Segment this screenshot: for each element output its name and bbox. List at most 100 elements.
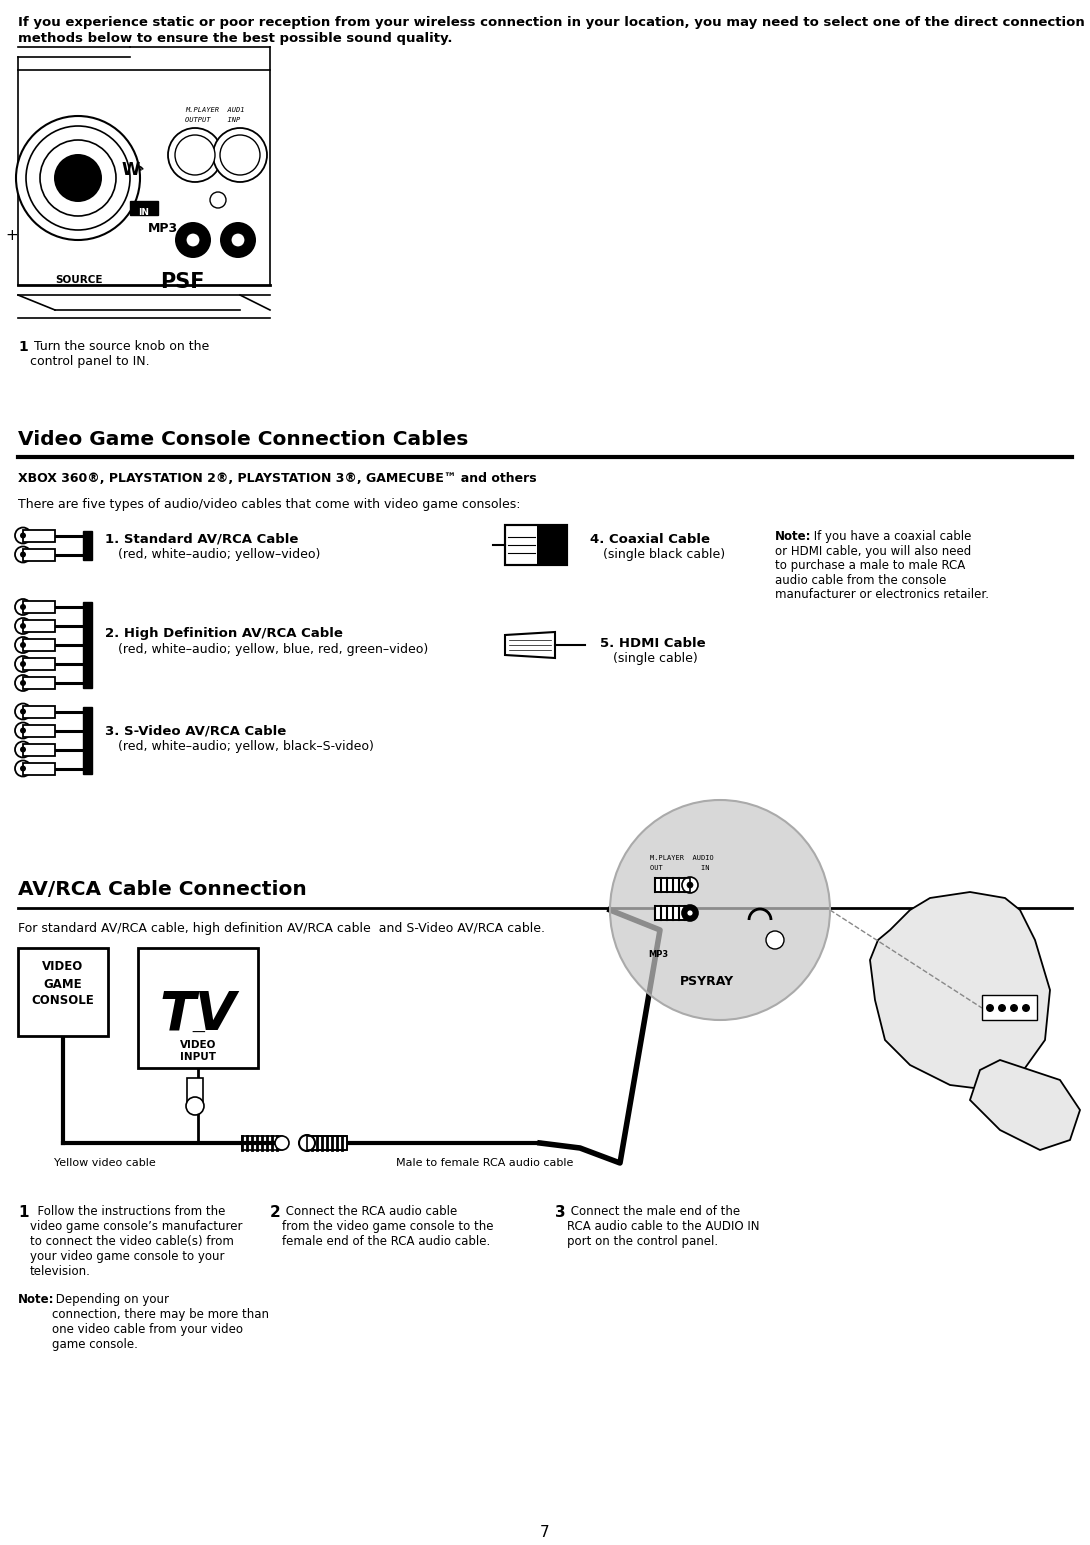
Text: Follow the instructions from the
video game console’s manufacturer
to connect th: Follow the instructions from the video g… xyxy=(31,1205,242,1278)
Bar xyxy=(655,878,690,891)
Circle shape xyxy=(15,657,31,672)
Circle shape xyxy=(231,233,245,247)
Circle shape xyxy=(15,742,31,757)
Circle shape xyxy=(186,233,199,247)
Bar xyxy=(23,677,54,689)
Circle shape xyxy=(26,127,130,230)
Bar xyxy=(23,601,54,613)
Bar xyxy=(23,640,54,650)
Bar xyxy=(138,949,258,1068)
Text: 3: 3 xyxy=(555,1205,566,1221)
Bar xyxy=(655,905,690,919)
Text: M.PLAYER  AUDIO: M.PLAYER AUDIO xyxy=(650,854,714,861)
Text: PSF: PSF xyxy=(160,272,205,292)
Circle shape xyxy=(15,675,31,691)
Text: TV: TV xyxy=(159,987,237,1040)
Circle shape xyxy=(15,760,31,777)
Text: Note:: Note: xyxy=(775,530,811,542)
Text: (single cable): (single cable) xyxy=(613,652,698,664)
Text: If you experience static or poor reception from your wireless connection in your: If you experience static or poor recepti… xyxy=(19,15,1085,29)
Text: 1. Standard AV/RCA Cable: 1. Standard AV/RCA Cable xyxy=(105,533,299,545)
Text: VIDEO
GAME
CONSOLE: VIDEO GAME CONSOLE xyxy=(32,961,95,1007)
Bar xyxy=(307,1136,347,1149)
Circle shape xyxy=(15,527,31,544)
Text: Depending on your
connection, there may be more than
one video cable from your v: Depending on your connection, there may … xyxy=(52,1293,269,1350)
Circle shape xyxy=(15,703,31,720)
Text: (red, white–audio; yellow, black–S-video): (red, white–audio; yellow, black–S-video… xyxy=(118,740,374,752)
Bar xyxy=(23,530,54,541)
Text: Note:: Note: xyxy=(19,1293,54,1306)
Text: M.PLAYER  AUD1: M.PLAYER AUD1 xyxy=(185,107,244,113)
Text: MP3: MP3 xyxy=(148,222,178,235)
Circle shape xyxy=(687,910,693,916)
Circle shape xyxy=(20,746,26,752)
Circle shape xyxy=(40,141,116,216)
Circle shape xyxy=(54,154,102,202)
Bar xyxy=(655,878,690,891)
Text: 1: 1 xyxy=(19,340,27,354)
Text: to purchase a male to male RCA: to purchase a male to male RCA xyxy=(775,559,966,572)
Bar xyxy=(23,725,54,737)
Text: For standard AV/RCA cable, high definition AV/RCA cable  and S-Video AV/RCA cabl: For standard AV/RCA cable, high definiti… xyxy=(19,922,545,935)
Text: audio cable from the console: audio cable from the console xyxy=(775,573,946,587)
Circle shape xyxy=(186,1097,204,1115)
Bar xyxy=(83,530,92,559)
Text: manufacturer or electronics retailer.: manufacturer or electronics retailer. xyxy=(775,589,989,601)
Text: VIDEO
INPUT: VIDEO INPUT xyxy=(180,1040,216,1061)
Polygon shape xyxy=(970,1060,1080,1149)
Text: XBOX 360®, PLAYSTATION 2®, PLAYSTATION 3®, GAMECUBE™ and others: XBOX 360®, PLAYSTATION 2®, PLAYSTATION 3… xyxy=(19,473,536,485)
Bar xyxy=(982,995,1037,1020)
Bar xyxy=(655,905,690,919)
Circle shape xyxy=(1010,1004,1018,1012)
Circle shape xyxy=(275,1136,289,1149)
Text: If you have a coaxial cable: If you have a coaxial cable xyxy=(810,530,971,542)
Circle shape xyxy=(20,604,26,610)
Circle shape xyxy=(20,623,26,629)
Text: Connect the male end of the
RCA audio cable to the AUDIO IN
port on the control : Connect the male end of the RCA audio ca… xyxy=(567,1205,760,1248)
Circle shape xyxy=(15,723,31,739)
Bar xyxy=(23,658,54,671)
Text: Connect the RCA audio cable
from the video game console to the
female end of the: Connect the RCA audio cable from the vid… xyxy=(282,1205,494,1248)
Circle shape xyxy=(20,709,26,714)
Text: IN: IN xyxy=(138,209,149,216)
Text: OUTPUT    INP: OUTPUT INP xyxy=(185,117,240,124)
Text: 2. High Definition AV/RCA Cable: 2. High Definition AV/RCA Cable xyxy=(105,627,343,640)
Circle shape xyxy=(15,547,31,562)
Text: (red, white–audio; yellow, blue, red, green–video): (red, white–audio; yellow, blue, red, gr… xyxy=(118,643,428,657)
Bar xyxy=(23,763,54,774)
Bar xyxy=(505,525,567,565)
Circle shape xyxy=(20,765,26,771)
Circle shape xyxy=(16,116,140,239)
Polygon shape xyxy=(72,164,84,188)
Circle shape xyxy=(687,882,693,888)
Bar xyxy=(307,1136,347,1149)
Text: 4. Coaxial Cable: 4. Coaxial Cable xyxy=(590,533,710,545)
Circle shape xyxy=(20,680,26,686)
Bar xyxy=(537,525,567,565)
Text: Video Game Console Connection Cables: Video Game Console Connection Cables xyxy=(19,430,469,450)
Bar xyxy=(23,743,54,756)
Text: SOURCE: SOURCE xyxy=(54,275,102,284)
Bar xyxy=(19,949,108,1037)
Text: 7: 7 xyxy=(541,1525,549,1540)
Circle shape xyxy=(213,128,267,182)
Text: PSYRAY: PSYRAY xyxy=(680,975,735,987)
Circle shape xyxy=(682,878,698,893)
Circle shape xyxy=(210,192,226,209)
Bar xyxy=(505,525,567,565)
Circle shape xyxy=(168,128,222,182)
Circle shape xyxy=(20,552,26,558)
Text: There are five types of audio/video cables that come with video game consoles:: There are five types of audio/video cabl… xyxy=(19,497,521,511)
Text: 2: 2 xyxy=(270,1205,281,1221)
Circle shape xyxy=(986,1004,994,1012)
Text: 5. HDMI Cable: 5. HDMI Cable xyxy=(600,637,705,650)
Circle shape xyxy=(220,134,261,175)
Bar xyxy=(83,603,92,688)
Text: 3. S-Video AV/RCA Cable: 3. S-Video AV/RCA Cable xyxy=(105,725,287,739)
Circle shape xyxy=(181,229,205,252)
Circle shape xyxy=(20,661,26,667)
Circle shape xyxy=(15,599,31,615)
Text: W: W xyxy=(122,161,141,179)
Bar xyxy=(23,620,54,632)
Polygon shape xyxy=(505,632,555,658)
